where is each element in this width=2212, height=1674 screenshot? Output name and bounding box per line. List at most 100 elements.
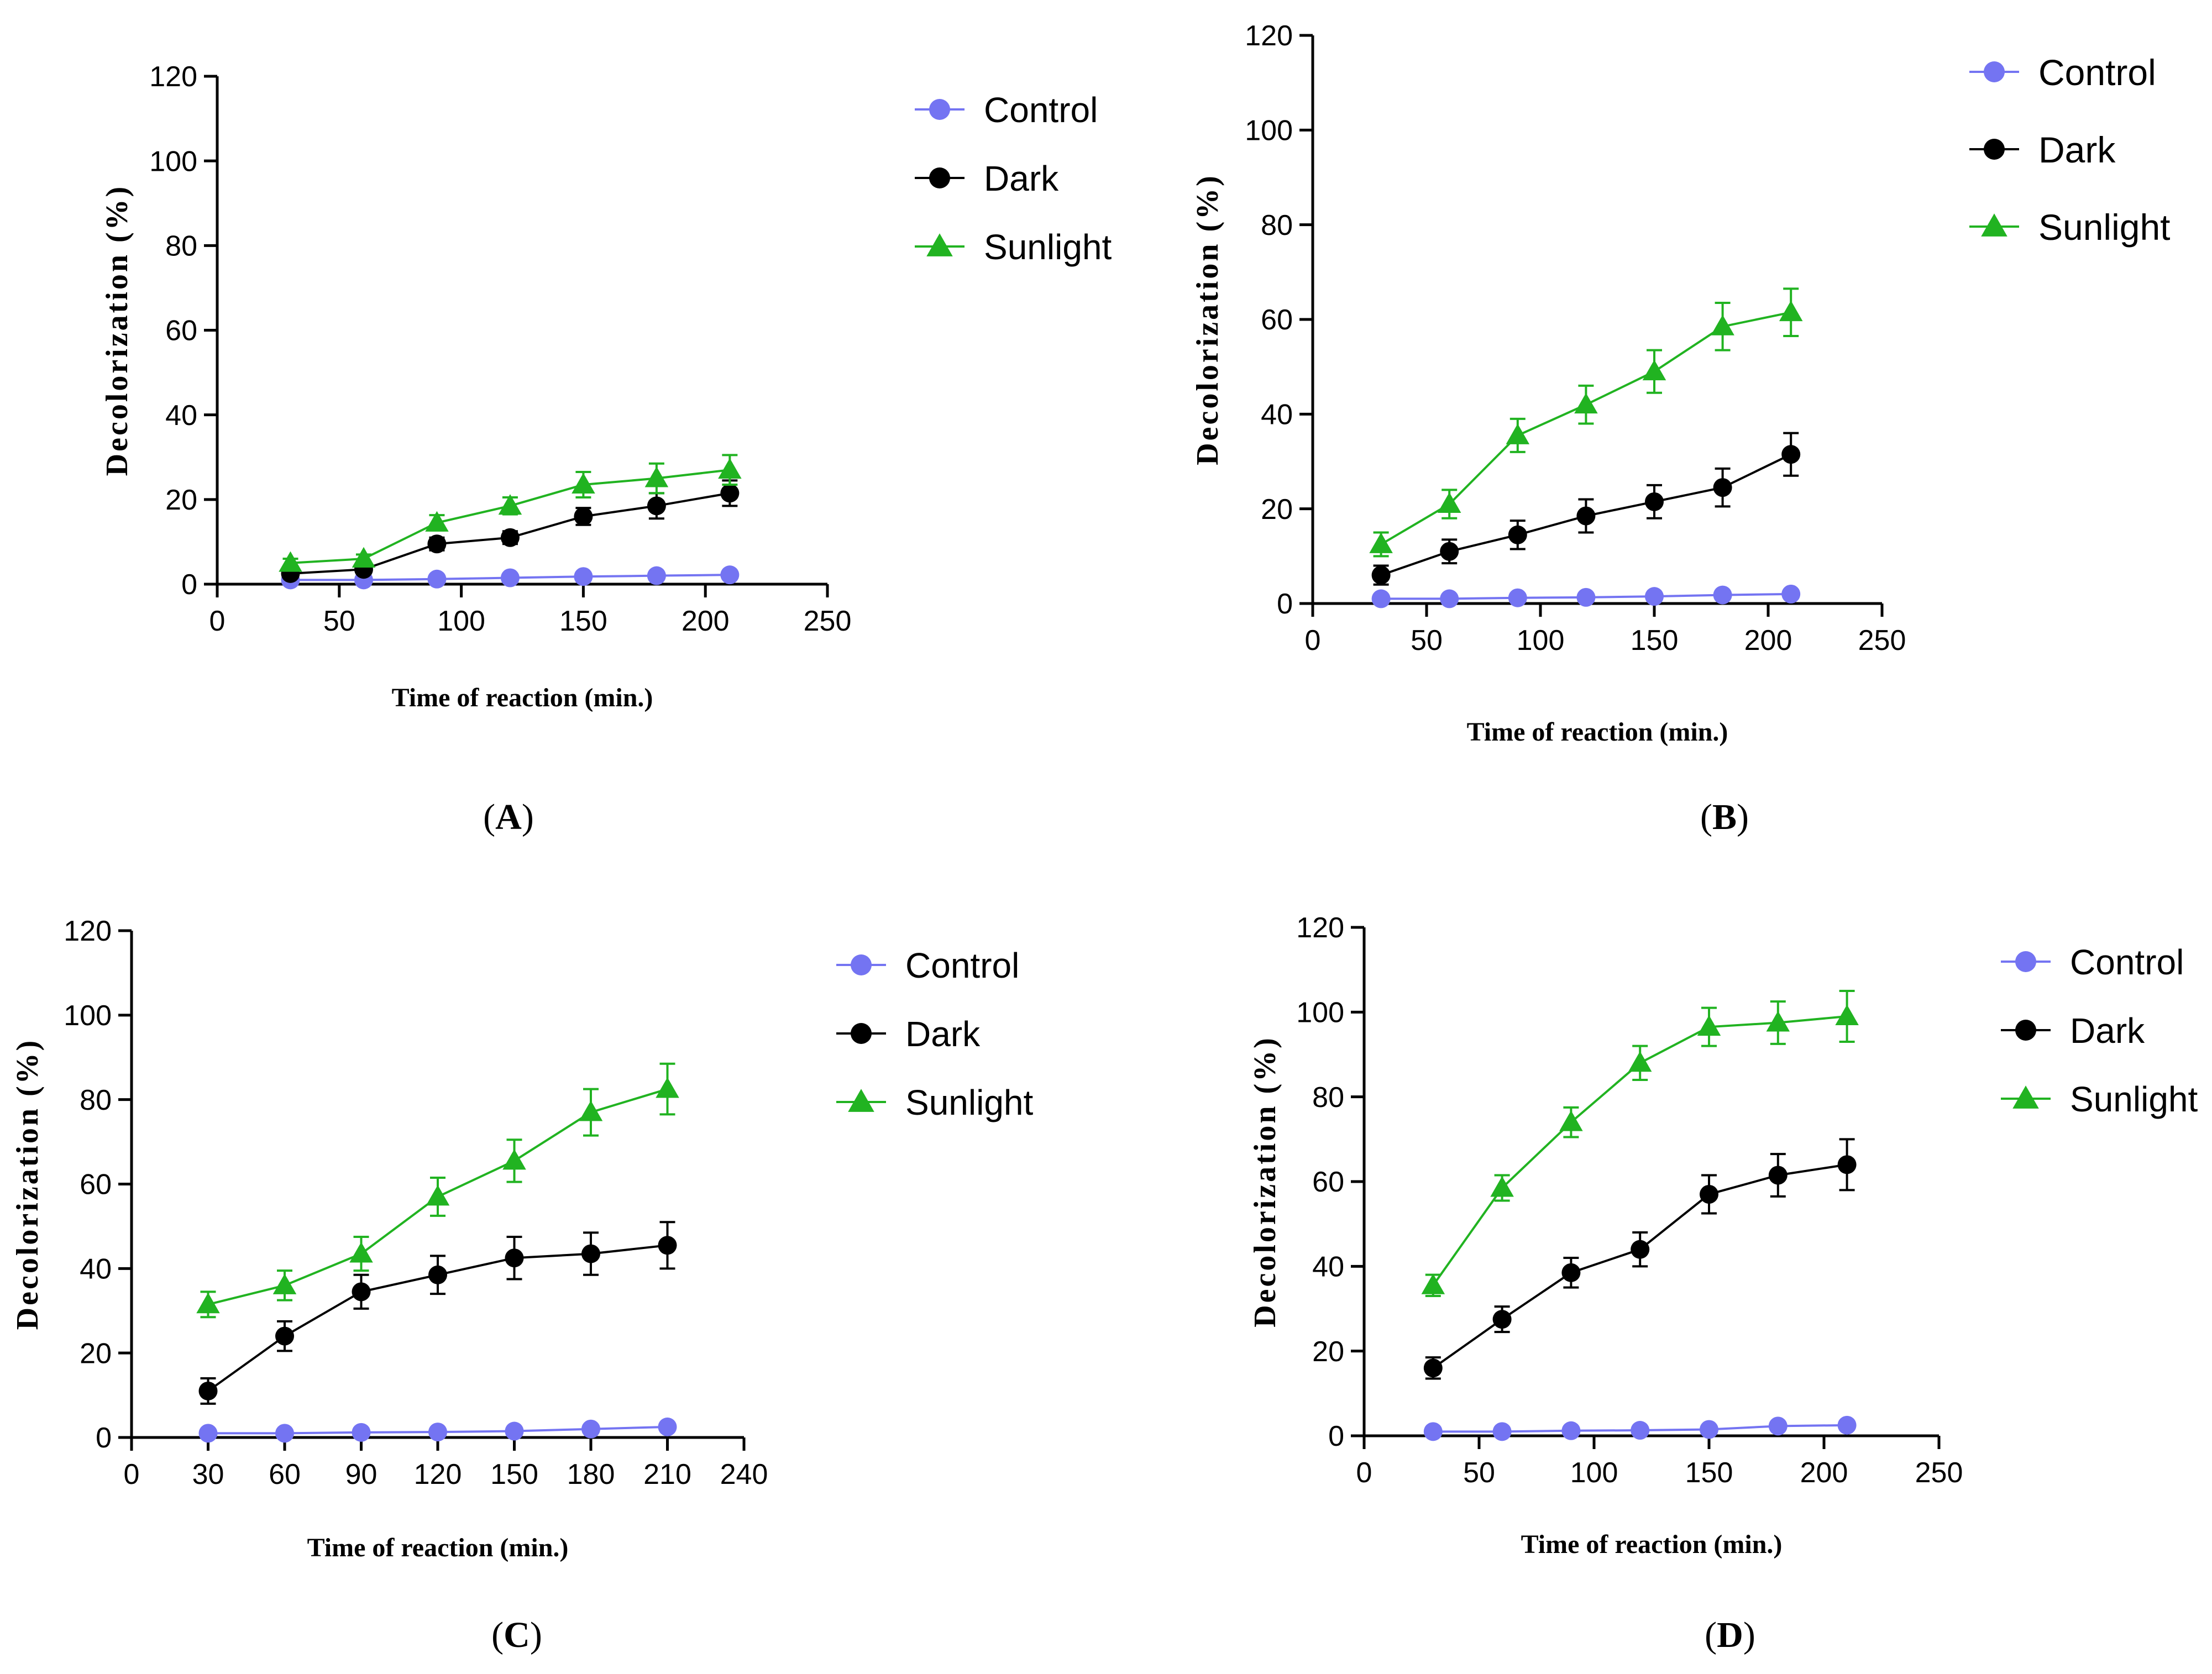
- sunlight-point-a: [352, 547, 376, 568]
- series-dark-b: [1371, 432, 1801, 586]
- sunlight-point-c: [426, 1185, 450, 1206]
- sunlight-point-a: [572, 473, 595, 494]
- control-point-a: [500, 568, 520, 587]
- dark-point-a: [500, 528, 520, 547]
- sunlight-point-c: [272, 1273, 297, 1294]
- series-sunlight-d: [1421, 990, 1859, 1297]
- control-point-c: [581, 1419, 600, 1439]
- y-tick-label-c: 100: [64, 1000, 112, 1032]
- control-point-c: [352, 1423, 371, 1442]
- legend-item-dark-a: Dark: [915, 159, 1059, 198]
- panel-caption-a: (A): [483, 797, 534, 837]
- sunlight-point-c: [579, 1100, 603, 1121]
- panel-caption-open-paren-d: (: [1705, 1615, 1717, 1655]
- dark-point-c: [505, 1248, 524, 1268]
- sunlight-point-b: [1711, 314, 1734, 335]
- dark-point-b: [1440, 542, 1459, 561]
- sunlight-point-d: [1628, 1051, 1652, 1072]
- x-tick-label-d: 200: [1800, 1457, 1848, 1489]
- x-tick-label-a: 150: [559, 605, 607, 637]
- panel-caption-close-paren-d: ): [1743, 1615, 1755, 1655]
- dark-point-c: [428, 1265, 447, 1284]
- legend-marker-sunlight-a: [926, 233, 953, 256]
- control-point-b: [1713, 585, 1732, 605]
- dark-point-b: [1713, 478, 1732, 497]
- legend-label-dark-b: Dark: [2038, 129, 2116, 170]
- legend-marker-dark-d: [2015, 1020, 2036, 1041]
- y-tick-label-d: 40: [1312, 1251, 1344, 1283]
- series-control-a: [281, 565, 740, 590]
- control-point-a: [427, 569, 447, 589]
- x-axis-label-c: Time of reaction (min.): [307, 1533, 569, 1562]
- panel-caption-letter-c: C: [504, 1615, 530, 1655]
- legend-item-sunlight-a: Sunlight: [915, 227, 1112, 267]
- x-tick-label-c: 30: [192, 1458, 224, 1491]
- control-point-c: [198, 1424, 218, 1443]
- dark-point-b: [1371, 565, 1391, 585]
- control-point-b: [1508, 588, 1527, 607]
- legend-item-sunlight-c: Sunlight: [836, 1083, 1034, 1122]
- y-tick-label-a: 20: [165, 484, 197, 516]
- series-dark-d: [1423, 1138, 1857, 1380]
- y-tick-label-b: 120: [1245, 20, 1293, 52]
- y-tick-label-b: 80: [1261, 209, 1293, 242]
- y-tick-label-b: 100: [1245, 115, 1293, 147]
- control-point-c: [275, 1424, 294, 1443]
- y-tick-label-a: 120: [149, 61, 197, 93]
- control-point-d: [1492, 1422, 1512, 1441]
- panel-caption-letter-b: B: [1712, 797, 1737, 837]
- x-tick-label-b: 0: [1305, 625, 1321, 657]
- dark-point-d: [1700, 1185, 1718, 1204]
- panel-caption-open-paren-a: (: [483, 797, 495, 837]
- legend-label-control-b: Control: [2038, 52, 2156, 93]
- dark-point-a: [720, 484, 740, 503]
- x-tick-label-d: 100: [1570, 1457, 1618, 1489]
- panel-caption-d: (D): [1705, 1615, 1755, 1655]
- sunlight-point-d: [1766, 1011, 1790, 1032]
- dark-point-c: [658, 1236, 677, 1255]
- dark-point-c: [198, 1381, 218, 1400]
- chart-panel-a: 0 20 40 60 80 100 120 0 50 100 150 200 250 Time of re…: [100, 61, 1112, 837]
- x-tick-label-b: 50: [1411, 625, 1443, 657]
- panel-caption-open-paren-b: (: [1700, 797, 1712, 837]
- y-tick-label-c: 80: [80, 1084, 112, 1116]
- legend-label-control-a: Control: [984, 90, 1098, 130]
- control-point-b: [1781, 584, 1801, 604]
- x-tick-label-c: 90: [345, 1458, 378, 1491]
- y-tick-label-c: 60: [80, 1169, 112, 1201]
- x-tick-label-b: 200: [1744, 625, 1792, 657]
- x-tick-label-c: 210: [643, 1458, 691, 1491]
- legend-label-dark-c: Dark: [905, 1014, 981, 1054]
- chart-panel-b: 0 20 40 60 80 100 120 0 50 100 150 200 250 Time of re…: [1191, 20, 2171, 837]
- dark-point-a: [647, 496, 666, 516]
- y-tick-label-a: 80: [165, 230, 197, 263]
- panel-caption-close-paren-a: ): [522, 797, 534, 837]
- y-axis-label-d: Decolorization (%): [1248, 1036, 1282, 1327]
- sunlight-point-a: [644, 466, 669, 487]
- y-axis-label-c: Decolorization (%): [11, 1038, 45, 1330]
- dark-point-b: [1645, 492, 1664, 511]
- y-tick-label-b: 40: [1261, 399, 1293, 431]
- y-tick-label-b: 0: [1277, 588, 1293, 620]
- x-axis-label-b: Time of reaction (min.): [1467, 717, 1728, 747]
- sunlight-point-b: [1642, 359, 1666, 381]
- legend-marker-control-d: [2015, 951, 2036, 972]
- control-point-c: [505, 1421, 524, 1441]
- dark-point-d: [1423, 1358, 1443, 1378]
- legend-marker-dark-c: [851, 1023, 872, 1044]
- x-tick-label-b: 100: [1517, 625, 1565, 657]
- panel-caption-letter-d: D: [1717, 1615, 1743, 1655]
- sunlight-point-d: [1559, 1110, 1583, 1131]
- panel-caption-close-paren-b: ): [1737, 797, 1749, 837]
- y-tick-label-d: 20: [1312, 1336, 1344, 1368]
- x-tick-label-d: 250: [1915, 1457, 1963, 1489]
- y-tick-label-a: 0: [181, 569, 197, 601]
- legend-marker-dark-a: [929, 167, 950, 188]
- sunlight-point-c: [349, 1242, 373, 1263]
- legend-label-control-c: Control: [905, 946, 1019, 985]
- legend-label-sunlight-b: Sunlight: [2038, 207, 2171, 248]
- dark-point-b: [1781, 445, 1801, 464]
- y-tick-label-a: 60: [165, 315, 197, 347]
- legend-label-sunlight-d: Sunlight: [2070, 1079, 2198, 1119]
- y-tick-label-a: 40: [165, 400, 197, 432]
